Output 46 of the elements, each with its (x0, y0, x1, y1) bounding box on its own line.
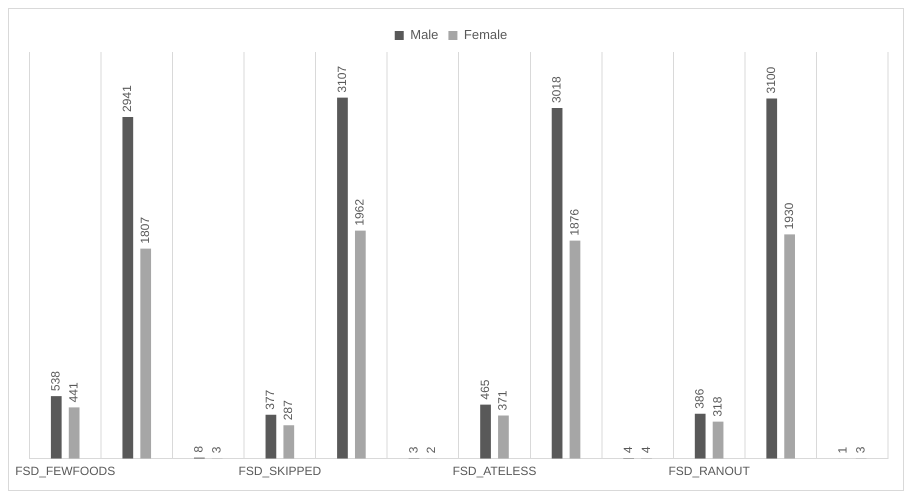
x-tick-label: FSD_ATELESS (452, 464, 536, 478)
bar (68, 407, 80, 459)
data-label: 287 (281, 400, 296, 420)
bar (570, 240, 580, 459)
data-label: 3100 (764, 66, 778, 94)
x-tick-label: FSD_FEWFOODS (15, 464, 116, 478)
x-tick-label: FSD_RANOUT (668, 464, 750, 478)
bar (354, 230, 366, 459)
data-label: 4 (620, 446, 635, 454)
data-label: 3018 (549, 76, 564, 103)
data-label: 2941 (120, 84, 134, 112)
bar (784, 234, 795, 459)
bar (552, 108, 562, 459)
bar (498, 416, 509, 459)
bar (50, 396, 62, 459)
data-label: 4 (638, 446, 653, 454)
data-label: 3107 (334, 66, 349, 93)
data-label: 3 (853, 446, 868, 454)
legend-label: Male (410, 27, 438, 42)
data-label: 2 (424, 446, 438, 454)
data-label: 3 (210, 446, 224, 454)
x-tick-label: FSD_SKIPPED (238, 464, 322, 478)
data-label: 377 (263, 389, 278, 410)
bar (712, 422, 724, 459)
data-label: 3 (406, 446, 420, 454)
bar (337, 98, 348, 459)
bar (694, 414, 706, 459)
data-label: 465 (478, 379, 492, 400)
data-label: 318 (710, 396, 724, 417)
data-label: 8 (192, 446, 206, 453)
bar (766, 98, 778, 459)
data-label: 1807 (138, 216, 152, 244)
data-label: 1962 (352, 198, 367, 226)
bar (266, 414, 276, 459)
data-label: 1930 (782, 202, 796, 230)
data-label: 386 (692, 388, 706, 409)
data-label: 441 (66, 382, 80, 402)
bar (140, 248, 152, 459)
legend-label: Female (464, 27, 508, 42)
bar (122, 116, 134, 459)
data-label: 1 (836, 446, 850, 454)
bar (480, 404, 491, 459)
data-label: 1876 (567, 208, 582, 236)
data-label: 538 (48, 370, 63, 392)
data-label: 371 (496, 390, 510, 410)
bar (283, 425, 294, 459)
